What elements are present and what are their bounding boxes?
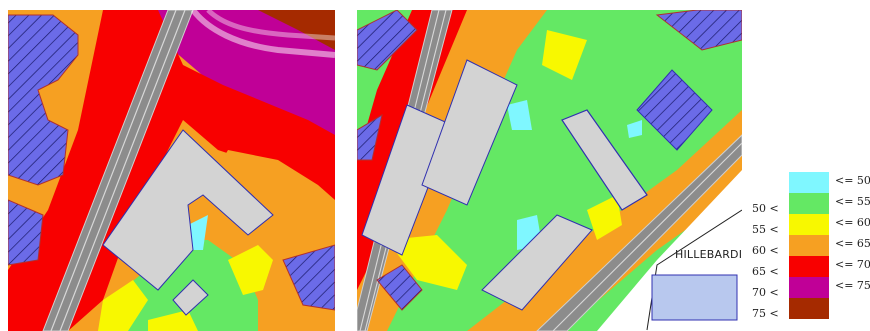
legend-row: <= 50 <box>752 172 870 193</box>
legend-lower: 50 < <box>752 202 779 215</box>
zone-le-50 <box>507 100 532 130</box>
legend-upper: <= 65 <box>835 237 870 250</box>
zone-le-50 <box>627 120 642 138</box>
legend-upper: <= 60 <box>835 216 870 229</box>
hatched-building <box>376 264 423 311</box>
noise-map-right-canvas <box>357 10 742 331</box>
legend-row: 50 < <= 55 <box>752 193 870 215</box>
noise-map-right <box>357 10 742 331</box>
legend-swatch <box>789 193 829 214</box>
zone-55-60 <box>587 195 622 240</box>
zone-65-70 <box>357 10 467 290</box>
legend-row: 60 < <= 65 <box>752 235 870 257</box>
zone-75-plus <box>258 10 335 50</box>
street-label: HILLEBARDI <box>675 248 743 261</box>
legend-row: 75 < <box>752 298 870 320</box>
legend-upper: <= 50 <box>835 174 870 187</box>
hatched-building <box>282 244 335 311</box>
legend-swatch <box>789 172 829 193</box>
hatched-building <box>357 10 418 71</box>
legend-upper: <= 70 <box>835 258 870 271</box>
legend-row: 55 < <= 60 <box>752 214 870 236</box>
building <box>651 274 738 321</box>
legend-lower: 60 < <box>752 244 779 257</box>
hatched-building <box>655 10 742 51</box>
building <box>361 104 453 256</box>
hatched-building <box>8 14 79 186</box>
legend-lower: 75 < <box>752 307 779 320</box>
legend-lower: 70 < <box>752 286 779 299</box>
building <box>102 129 274 291</box>
legend-swatch <box>789 214 829 235</box>
legend-swatch <box>789 235 829 256</box>
legend-swatch <box>789 256 829 277</box>
building <box>421 59 518 206</box>
building <box>481 214 593 311</box>
zone-55-60 <box>228 245 273 295</box>
legend-row: 65 < <= 70 <box>752 256 870 278</box>
road <box>536 134 742 331</box>
zone-50-55 <box>113 240 258 331</box>
building <box>172 279 209 316</box>
legend-upper: <= 75 <box>835 279 870 292</box>
hatched-building <box>636 69 713 151</box>
legend-lower: 65 < <box>752 265 779 278</box>
noise-map-left <box>8 10 335 331</box>
noise-map-left-canvas <box>8 10 335 331</box>
hatched-building <box>8 199 44 266</box>
legend-lower: 55 < <box>752 223 779 236</box>
zone-55-60 <box>98 280 148 331</box>
legend-row: 70 < <= 75 <box>752 277 870 299</box>
zone-55-60 <box>148 310 198 331</box>
hatched-building <box>357 113 383 161</box>
building <box>561 109 648 211</box>
legend-swatch <box>789 298 829 319</box>
road <box>42 10 194 331</box>
zone-55-60 <box>387 235 467 290</box>
legend-upper: <= 55 <box>835 195 870 208</box>
legend-swatch <box>789 277 829 298</box>
zone-55-60 <box>542 30 587 80</box>
